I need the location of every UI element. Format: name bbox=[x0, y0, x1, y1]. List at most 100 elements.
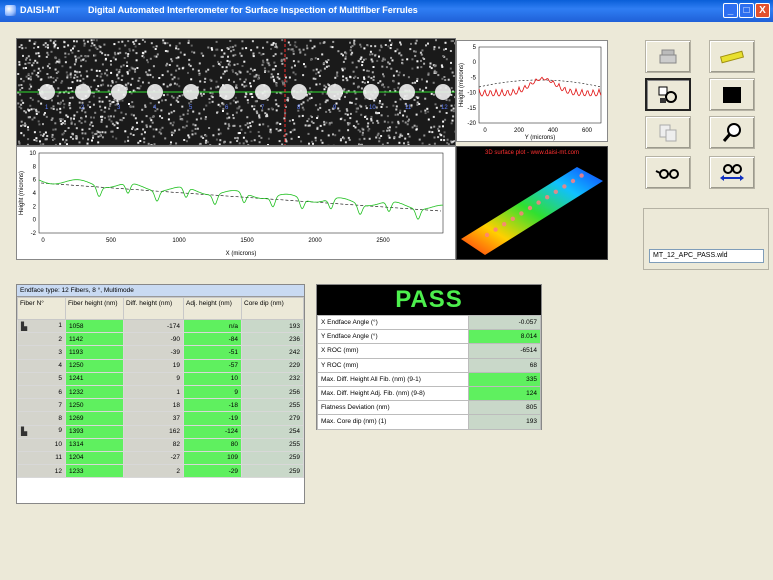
compare-view-button[interactable] bbox=[709, 156, 755, 189]
pass-verdict: PASS bbox=[317, 285, 541, 315]
result-label: Max. Diff. Height All Fib. (nm) (9-1) bbox=[317, 371, 469, 387]
fiber-height-cell: 1233 bbox=[65, 464, 124, 479]
column-header: Fiber height (nm) bbox=[65, 297, 124, 320]
result-label: X ROC (mm) bbox=[317, 343, 469, 359]
measure-button[interactable] bbox=[709, 40, 755, 73]
minimize-button[interactable]: _ bbox=[723, 3, 738, 18]
fiber-label: 11 bbox=[405, 105, 412, 111]
table-row: ▙ 9 1393 162 -124 254 bbox=[17, 424, 304, 439]
diff-height-cell: 37 bbox=[123, 411, 184, 426]
fiber-number-cell: 12 bbox=[17, 464, 66, 479]
y-tick-label: 4 bbox=[33, 191, 37, 197]
fiber-scan-icon bbox=[658, 86, 677, 103]
result-value: 8.014 bbox=[468, 329, 541, 345]
y-profile-line bbox=[478, 76, 602, 97]
display-mode-button[interactable] bbox=[709, 78, 755, 111]
filename-field[interactable]: MT_12_APC_PASS.wld bbox=[649, 249, 764, 263]
result-value: 335 bbox=[468, 371, 541, 387]
y-tick-label: -15 bbox=[467, 106, 476, 112]
adj-height-cell: -51 bbox=[183, 345, 242, 360]
y-tick-label: -10 bbox=[467, 91, 476, 97]
core-dip-cell: 193 bbox=[241, 318, 304, 334]
y-tick-label: 0 bbox=[473, 60, 477, 66]
app-icon bbox=[5, 5, 16, 16]
diff-height-cell: 82 bbox=[123, 437, 184, 452]
table-row: 2 1142 -90 -84 236 bbox=[17, 332, 304, 347]
table-row: ▙ 1 1058 -174 n/a 193 bbox=[17, 318, 304, 334]
fiber-label: 10 bbox=[369, 105, 376, 111]
x-profile-panel: 10 8 6 4 2 0 -2 0 500 1000 1500 2000 2500 X (microns)… bbox=[16, 146, 456, 260]
adj-height-cell: -124 bbox=[183, 424, 242, 439]
result-label: Y ROC (mm) bbox=[317, 357, 469, 373]
y-tick-label: 6 bbox=[33, 178, 37, 184]
fiber-number-cell: ▙ 9 bbox=[17, 424, 66, 439]
surface-3d-caption: 3D surface plot - www.daisi-mt.com bbox=[484, 150, 580, 156]
fiber-start-icon: ▙ bbox=[21, 321, 28, 331]
x-tick-label: 1000 bbox=[172, 238, 186, 244]
fiber-number-cell: 2 bbox=[17, 332, 66, 347]
interferogram-svg: 1 2 3 4 5 6 7 8 9 10 11 12 bbox=[17, 39, 455, 145]
fiber-core bbox=[219, 84, 235, 100]
y-tick-label: -5 bbox=[471, 75, 477, 81]
report-button[interactable] bbox=[645, 116, 691, 149]
x-tick-label: 2000 bbox=[308, 238, 322, 244]
x-axis-label: X (microns) bbox=[226, 251, 257, 257]
fiber-height-cell: 1269 bbox=[65, 411, 124, 426]
y-tick-label: 0 bbox=[33, 218, 37, 224]
print-button[interactable] bbox=[645, 40, 691, 73]
fiber-label: 9 bbox=[333, 105, 337, 111]
surface-fiber bbox=[510, 216, 515, 221]
x-profile-line bbox=[38, 179, 443, 220]
interferogram-image[interactable]: 1 2 3 4 5 6 7 8 9 10 11 12 bbox=[16, 38, 456, 146]
y-tick-label: 8 bbox=[33, 164, 37, 170]
x-tick-label: 200 bbox=[514, 128, 525, 134]
x-tick-label: 500 bbox=[106, 238, 117, 244]
result-value: 805 bbox=[468, 400, 541, 416]
adj-height-cell: -18 bbox=[183, 398, 242, 413]
result-value: 68 bbox=[468, 357, 541, 373]
result-value: -6514 bbox=[468, 343, 541, 359]
results-table: X Endface Angle (°) -0.057 Y Endface Angle… bbox=[317, 314, 541, 430]
fiber-label: 1 bbox=[45, 105, 49, 111]
adj-height-cell: 10 bbox=[183, 371, 242, 386]
y-axis-label: Height (microns) bbox=[459, 63, 465, 107]
fiber-number-cell: 10 bbox=[17, 437, 66, 452]
column-header: Fiber N° bbox=[17, 297, 66, 320]
fiber-label: 7 bbox=[261, 105, 265, 111]
view-button[interactable] bbox=[645, 156, 691, 189]
close-button[interactable]: X bbox=[755, 3, 770, 18]
fiber-number-cell: 6 bbox=[17, 384, 66, 400]
title-bar: DAISI-MT Digital Automated Interferomete… bbox=[0, 0, 773, 22]
fiber-core bbox=[75, 84, 91, 100]
y-profile-chart: 5 0 -5 -10 -15 -20 0 200 400 600 Y (microns) Height… bbox=[459, 45, 602, 141]
y-tick-label: 10 bbox=[29, 151, 36, 157]
core-dip-cell: 279 bbox=[241, 411, 304, 426]
diff-height-cell: 18 bbox=[123, 398, 184, 413]
fiber-core bbox=[39, 84, 55, 100]
fiber-height-cell: 1250 bbox=[65, 358, 124, 373]
surface-3d-view[interactable]: 3D surface plot - www.daisi-mt.com bbox=[456, 146, 608, 260]
surface-fiber bbox=[570, 178, 576, 184]
x-axis-label: Y (microns) bbox=[525, 135, 556, 141]
report-icon bbox=[659, 124, 677, 141]
table-row: 10 1314 82 80 255 bbox=[17, 437, 304, 452]
maximize-button[interactable]: □ bbox=[739, 3, 754, 18]
file-info-box: MT_12_APC_PASS.wld bbox=[643, 208, 769, 270]
x-profile-chart: 10 8 6 4 2 0 -2 0 500 1000 1500 2000 2500 X (microns)… bbox=[19, 151, 444, 257]
core-dip-cell: 254 bbox=[241, 424, 304, 439]
surface-fiber bbox=[527, 205, 533, 211]
y-profile-panel: 5 0 -5 -10 -15 -20 0 200 400 600 Y (microns) Height… bbox=[456, 40, 608, 142]
core-dip-cell: 255 bbox=[241, 398, 304, 413]
fiber-height-cell: 1142 bbox=[65, 332, 124, 347]
adj-height-cell: -19 bbox=[183, 411, 242, 426]
y-tick-label: -2 bbox=[31, 231, 37, 237]
speckle-noise bbox=[17, 39, 455, 145]
column-header: Core dip (nm) bbox=[241, 297, 304, 320]
result-row: Y ROC (mm) 68 bbox=[317, 357, 541, 373]
fiber-label: 4 bbox=[153, 105, 157, 111]
result-label: Max. Diff. Height Adj. Fib. (nm) (9-8) bbox=[317, 385, 469, 402]
diff-height-cell: -27 bbox=[123, 450, 184, 466]
zoom-button[interactable] bbox=[709, 116, 755, 149]
fiber-scan-button[interactable] bbox=[645, 78, 691, 111]
fiber-core bbox=[111, 84, 127, 100]
